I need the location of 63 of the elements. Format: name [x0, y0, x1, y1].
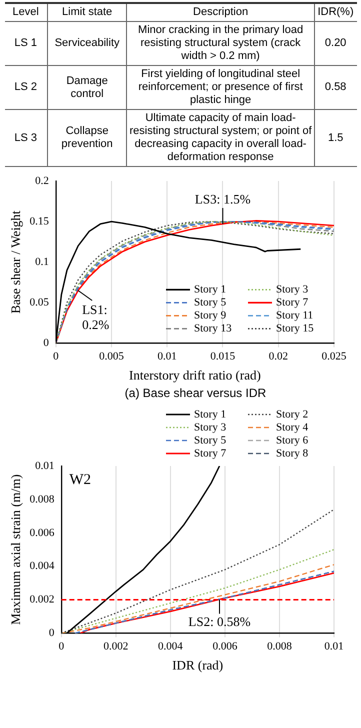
legend-label: Story 4 — [276, 421, 308, 434]
legend-label: Story 3 — [276, 284, 308, 296]
text: 0.58 — [314, 66, 356, 110]
text: 0.20 — [314, 22, 356, 66]
x-tick-label: 0.01 — [324, 640, 344, 653]
text: (a) Base shear versus IDR — [124, 386, 268, 400]
legend-label: Story 11 — [276, 310, 313, 322]
x-tick-label: 0 — [58, 640, 64, 653]
y-tick-label: 0 — [42, 337, 49, 350]
text: Collapse prevention — [47, 110, 127, 166]
legend-label: Story 5 — [194, 434, 226, 446]
x-axis-title: Interstory drift ratio (rad) — [128, 368, 260, 383]
y-tick-label: 0 — [48, 627, 54, 640]
legend-label: Story 1 — [194, 408, 226, 420]
text: LS 3 — [13, 130, 38, 146]
text: LS 2 — [13, 80, 38, 95]
legend-label: Story 1 — [194, 284, 226, 296]
annotation: LS2: 0.58% — [188, 614, 250, 630]
y-axis-title: Maximum axial strain (m/m) — [8, 474, 23, 625]
text: Damage control — [47, 66, 127, 110]
annotation: W2 — [68, 472, 91, 488]
x-tick-label: 0.006 — [212, 640, 238, 653]
legend-label: Story 6 — [276, 434, 308, 446]
text: Ultimate capacity of main load-resisting structural system; or point of decreasing capacity in overall load-deformation response — [126, 110, 314, 166]
legend-label: Story 7 — [194, 447, 226, 460]
y-tick-label: 0.008 — [29, 493, 54, 506]
text: Limit state — [47, 3, 127, 22]
x-tick-label: 0.002 — [103, 640, 128, 653]
x-tick-label: 0.025 — [321, 350, 346, 363]
y-tick-label: 0.05 — [29, 296, 49, 309]
x-tick-label: 0.004 — [158, 640, 183, 653]
annotation: LS1: 0.2% — [82, 302, 109, 332]
y-tick-label: 0.15 — [29, 215, 49, 228]
text: Serviceability — [47, 22, 127, 66]
text: Description — [126, 3, 314, 22]
legend-label: Story 8 — [276, 447, 308, 460]
legend-label: Story 3 — [194, 421, 226, 434]
y-axis-title: Base shear / Weight — [8, 210, 23, 314]
x-tick-label: 0.02 — [268, 350, 288, 363]
legend-label: Story 15 — [276, 322, 314, 335]
y-tick-label: 0.01 — [34, 460, 54, 472]
x-tick-label: 0.008 — [266, 640, 292, 653]
x-tick-label: 0.005 — [98, 350, 124, 363]
legend-label: Story 5 — [194, 296, 226, 309]
y-tick-label: 0.002 — [29, 594, 54, 606]
y-tick-label: 0.1 — [34, 256, 48, 268]
text: 1.5 — [314, 110, 356, 166]
legend-label: Story 2 — [276, 408, 308, 420]
legend-label: Story 9 — [194, 310, 226, 322]
x-axis-title: IDR (rad) — [172, 658, 223, 673]
y-tick-label: 0.004 — [29, 560, 54, 572]
text: Level — [12, 5, 40, 20]
x-tick-label: 0.01 — [156, 350, 176, 363]
annotation: LS3: 1.5% — [194, 191, 250, 206]
text: IDR(%) — [314, 3, 356, 22]
y-tick-label: 0.2 — [34, 174, 48, 187]
y-tick-label: 0.006 — [29, 526, 54, 539]
x-tick-label: 0.015 — [210, 350, 236, 363]
legend-label: Story 13 — [194, 322, 232, 335]
legend-label: Story 7 — [276, 296, 308, 309]
text: First yielding of longitudinal steel reinforcement; or presence of first plastic hinge — [126, 66, 314, 110]
text: LS 1 — [13, 36, 38, 51]
text: Minor cracking in the primary load resisting structural system (crack width > 0.2 mm) — [126, 22, 314, 66]
